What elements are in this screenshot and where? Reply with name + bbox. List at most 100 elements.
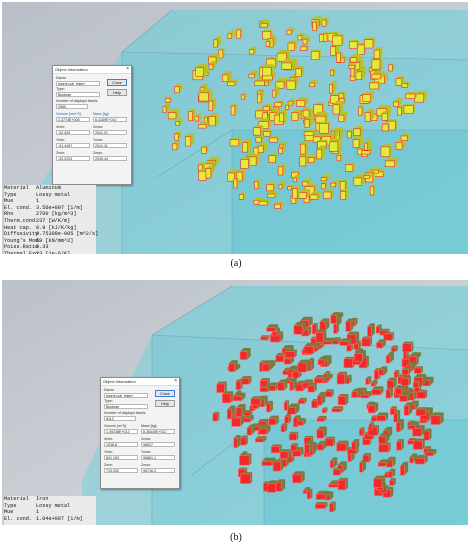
cube-face [340,191,346,200]
cube-face [266,403,271,413]
cube-side [308,316,313,328]
cube-top [414,90,427,94]
type-field[interactable]: Boolean [56,92,100,97]
cube-side [352,162,355,172]
cube-face [242,142,248,153]
cube-top [332,34,344,36]
cube-face [227,172,235,182]
cube-face [402,343,412,353]
panel-a-viewport[interactable]: Object Information × Name: Insert:cub_in… [2,2,468,254]
zmax-field[interactable]: 2035.44 [93,156,127,161]
cube-side [284,379,288,391]
cube-face [329,70,334,77]
cube-top [208,112,219,117]
xmax-field[interactable]: 2041.01 [93,130,127,135]
cube-side [325,407,328,413]
facets-field[interactable]: 2560 [56,104,88,109]
cube-face [351,391,358,398]
cube-side [240,28,243,39]
cube-top [319,318,330,322]
ymin-field[interactable]: 821.153 [104,455,138,460]
panel-b-3d-scene [2,280,468,525]
cube-top [265,39,272,42]
cube-side [203,63,208,77]
cube-face [287,186,293,191]
cube-top [337,371,348,375]
cube-face [412,428,422,437]
cube-side [269,39,272,47]
xmin-field[interactable]: -92.429 [56,130,90,135]
cube-top [414,373,427,378]
xmin-field[interactable]: 1038.8 [104,442,138,447]
panel-b-viewport[interactable]: Object Information × Name: Insert:cub_in… [2,280,468,525]
help-button[interactable]: Help [107,89,127,96]
cube-top [261,457,276,462]
volume-field[interactable]: 2.3774E+008 [56,117,90,122]
cube-side [401,76,405,86]
cube-side [415,421,420,429]
cube-side [208,88,213,102]
material-row: Thermal Exp.23 [1e-6/K] [4,251,96,254]
cube-side [293,58,298,70]
mass-field[interactable]: 8.38449E+012 [141,429,175,434]
cube-side [380,386,384,395]
cube-side [281,479,286,492]
cube-side [411,341,414,352]
close-icon[interactable]: × [174,378,177,384]
mass-field[interactable]: 6.4189E+010 [93,117,127,122]
cube-top [361,336,372,339]
cube-face [346,131,352,139]
cube-face [313,346,318,352]
cube-face [258,121,269,129]
material-value: 0.9 [kJ/K/kg] [36,224,77,231]
cube-side [402,138,406,150]
name-field[interactable]: Insert:cub_insert [56,81,100,86]
cube-side [267,385,271,392]
cube-top [400,461,409,466]
ymax-field[interactable]: 96861.1 [141,455,175,460]
cube-top [401,133,411,136]
close-button[interactable]: Close [107,79,127,86]
material-value: Lossy metal [36,191,71,198]
cube-side [260,125,264,136]
cube-face [208,100,214,111]
zmax-field[interactable]: 96716.3 [141,468,175,473]
type-label: Type: [56,87,65,91]
close-button[interactable]: Close [155,390,175,397]
cube-face [336,373,345,385]
cube-side [316,19,319,31]
material-key: Young's Mod. [4,237,42,244]
cube-side [235,79,238,86]
zmin-field[interactable]: -92.2203 [56,156,90,161]
cube-top [363,173,372,176]
cube-face [300,46,308,51]
cube-face [297,362,307,373]
cube-side [349,374,352,384]
cube-side [217,36,222,48]
xmax-field[interactable]: 96527 [141,442,175,447]
zmin-field[interactable]: 715.932 [104,468,138,473]
cube-top [198,121,210,125]
cube-side [275,86,280,98]
close-icon[interactable]: × [126,66,129,72]
cube-side [389,351,394,364]
cube-side [336,312,340,324]
name-field[interactable]: Insert:cub_insert [104,393,148,398]
cube-top [255,436,267,439]
cube-top [304,129,316,132]
cube-side [325,181,328,189]
cube-side [240,414,244,427]
type-field[interactable]: Boolean [104,404,148,409]
cube-side [210,166,213,178]
material-key: Mue [4,198,14,205]
material-key: Type [4,502,17,509]
help-button[interactable]: Help [155,400,175,407]
volume-field[interactable]: 1.09238E+012 [104,429,138,434]
facets-field[interactable]: 5112 [104,416,136,421]
ymin-field[interactable]: -91.4457 [56,143,90,148]
cube-top [317,440,327,445]
cube-top [227,79,238,83]
cube-side [306,45,309,51]
ymax-field[interactable]: 2041.11 [93,143,127,148]
cube-face [205,168,212,179]
